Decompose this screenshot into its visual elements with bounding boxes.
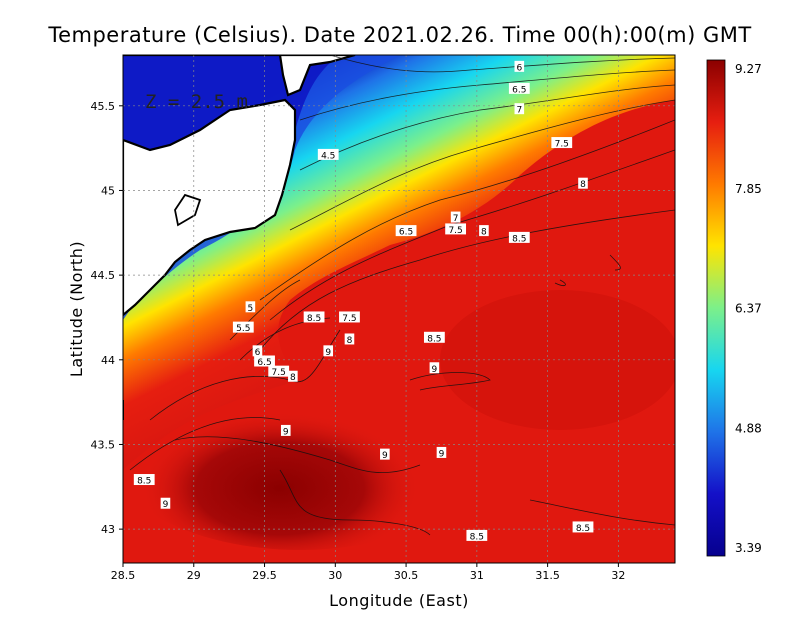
x-tick-label: 30 (328, 569, 342, 582)
contour-label: 7.5 (342, 314, 356, 324)
contour-label-bg (551, 137, 573, 149)
contour-label: 7 (453, 214, 459, 224)
contour-label: 9 (382, 451, 388, 461)
contour-label: 9 (432, 365, 438, 375)
warm-patch (440, 290, 675, 430)
y-axis-ticks: 43 43.5 44 44.5 45 45.5 (91, 100, 123, 536)
contour-label-bg (254, 355, 275, 367)
plot-area: Z = 2.5 m 66.577.584.576.5 7.5 88.555.58.5… (123, 55, 675, 563)
contour-label-bg (160, 497, 171, 509)
x-tick-label: 30.5 (394, 569, 419, 582)
contour-label-bg (450, 211, 461, 223)
contour-label: 9 (439, 449, 445, 459)
y-tick-label: 44 (101, 354, 115, 367)
contour-label: 5 (248, 304, 254, 314)
contour-label-bg (280, 424, 291, 436)
y-axis-label: Latitude (North) (67, 241, 86, 377)
x-tick-label: 31 (470, 569, 484, 582)
contour-label-bg (423, 331, 445, 343)
y-tick-label: 44.5 (91, 269, 116, 282)
contour-label: 8.5 (137, 477, 151, 487)
y-tick-label: 45.5 (91, 100, 116, 113)
colorbar (706, 59, 726, 557)
contour-label: 5.5 (236, 324, 250, 334)
contour-label: 7 (516, 106, 522, 116)
x-tick-label: 29.5 (252, 569, 277, 582)
contour-label: 8 (481, 228, 487, 238)
x-tick-label: 32 (611, 569, 625, 582)
contour-label-bg (436, 446, 447, 458)
colorbar-tick-label: 4.88 (735, 421, 762, 435)
contour-label-bg (133, 474, 155, 486)
contour-label: 8 (290, 373, 296, 383)
contour-label-bg (317, 148, 339, 160)
contour-label-bg (572, 521, 594, 533)
contour-label-bg (508, 231, 530, 243)
colorbar-ticks: 9.27 7.85 6.37 4.88 3.39 (735, 62, 762, 555)
x-tick-label: 29 (187, 569, 201, 582)
depth-label: Z = 2.5 m (145, 91, 248, 113)
contour-label-bg (344, 333, 355, 345)
x-tick-label: 31.5 (535, 569, 560, 582)
contour-label: 6.5 (512, 85, 526, 95)
lake-island (174, 193, 202, 227)
contour-label-bg (288, 370, 298, 382)
contour-label: 8 (347, 336, 353, 346)
contour-label-bg (339, 311, 360, 323)
contour-label: 6.5 (257, 358, 271, 368)
y-tick-label: 43.5 (91, 438, 116, 451)
contour-label: 8.5 (512, 234, 526, 244)
contour-labels: 66.577.584.576.5 7.5 88.555.58.5 7.58 8.5966… (133, 60, 594, 542)
contour-label: 8 (580, 180, 586, 190)
contour-label: 6 (516, 63, 522, 73)
colorbar-tick-label: 6.37 (735, 302, 762, 316)
plot-frame (122, 54, 676, 564)
x-tick-label: 28.5 (111, 569, 136, 582)
contour-label-bg (514, 103, 525, 115)
contour-label-bg (466, 529, 488, 541)
contour-label-bg (429, 362, 440, 374)
contour-label-bg (252, 345, 263, 357)
contour-label-bg (245, 301, 256, 313)
contour-label: 8.5 (307, 314, 321, 324)
contour-label: 7.5 (448, 226, 462, 236)
colorbar-tick-label: 3.39 (735, 541, 762, 555)
contour-label-bg (323, 345, 334, 357)
x-axis-ticks: 28.5 29 29.5 30 30.5 31 31.5 32 (111, 563, 625, 582)
contour-label-bg (395, 225, 417, 237)
colorbar-tick-label: 7.85 (735, 182, 762, 196)
contour-label: 8.5 (576, 524, 590, 534)
contour-label: 7.5 (555, 140, 569, 150)
contour-label: 9 (325, 348, 331, 358)
y-tick-label: 45 (101, 184, 115, 197)
contour-label: 7.5 (272, 368, 286, 378)
contour-label: 8.5 (470, 532, 484, 542)
contour-label: 6.5 (399, 228, 413, 238)
contour-label-bg (578, 177, 588, 189)
chart-title: Temperature (Celsius). Date 2021.02.26. … (47, 23, 751, 47)
warm-core (123, 330, 500, 550)
x-axis-label: Longitude (East) (329, 591, 469, 610)
contour-label: 6 (255, 348, 261, 358)
contour-label: 4.5 (321, 151, 335, 161)
y-tick-label: 43 (101, 523, 115, 536)
contour-label-bg (445, 223, 467, 235)
contour-label-bg (268, 365, 290, 377)
contour-label: 8.5 (427, 334, 441, 344)
coastline-land (123, 55, 356, 317)
contour-label: 9 (163, 500, 169, 510)
contour-label-bg (232, 321, 254, 333)
contour-label: 9 (283, 427, 289, 437)
contour-label-bg (303, 311, 325, 323)
contour-label-bg (514, 60, 525, 72)
contour-label-bg (479, 225, 489, 237)
contour-label-bg (380, 448, 390, 460)
colorbar-tick-label: 9.27 (735, 62, 762, 76)
contour-label-bg (508, 82, 530, 94)
